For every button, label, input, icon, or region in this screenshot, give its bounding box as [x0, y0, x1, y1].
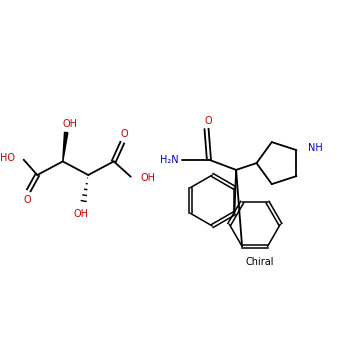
Text: O: O: [204, 116, 212, 126]
Text: OH: OH: [141, 173, 156, 183]
Text: OH: OH: [62, 119, 77, 129]
Text: NH: NH: [308, 144, 323, 153]
Text: O: O: [120, 129, 128, 139]
Text: HO: HO: [0, 153, 15, 163]
Polygon shape: [63, 132, 68, 161]
Text: OH: OH: [74, 209, 89, 219]
Text: Chiral: Chiral: [246, 257, 274, 267]
Text: O: O: [23, 196, 31, 205]
Text: H₂N: H₂N: [160, 155, 178, 165]
